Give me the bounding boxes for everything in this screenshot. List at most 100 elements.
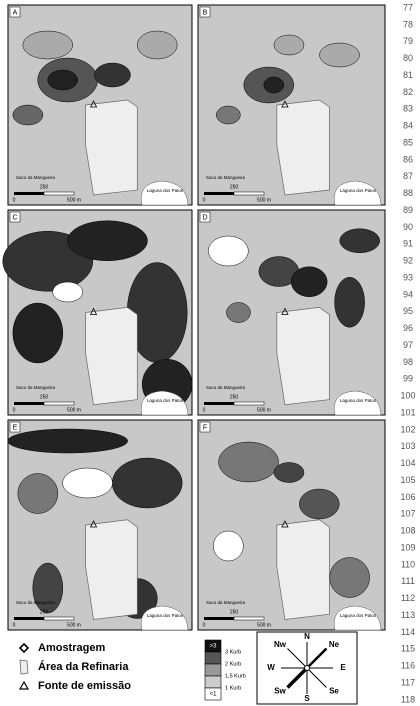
line-number: 99	[403, 374, 413, 384]
line-number: 110	[401, 559, 415, 569]
contour-zone	[13, 105, 43, 125]
class-band	[205, 664, 221, 676]
line-number: 98	[403, 357, 413, 367]
line-number: 93	[403, 272, 413, 282]
contour-zone	[8, 429, 128, 453]
lagoon-label: Laguna dos Patos	[147, 398, 184, 403]
scale-bar-a	[14, 192, 44, 195]
class-label: 3 Kurb	[225, 649, 241, 655]
contour-zone	[219, 442, 279, 482]
scale-bar-b	[234, 617, 264, 620]
compass-label: Se	[329, 686, 339, 695]
scale-label: 0	[13, 407, 16, 413]
line-number: 77	[403, 2, 413, 12]
line-number: 112	[401, 593, 415, 603]
lagoon-label: Laguna dos Patos	[340, 613, 377, 618]
place-label: Saco da Mangueira	[206, 385, 246, 390]
scale-label: 0	[203, 622, 206, 628]
line-number: 86	[403, 154, 413, 164]
scale-label: 500 m	[67, 407, 81, 413]
sample-symbol	[20, 644, 28, 652]
scale-bar-b	[234, 192, 264, 195]
scale-bar-a	[204, 192, 234, 195]
line-number: 102	[400, 424, 415, 434]
contour-zone	[274, 35, 304, 55]
place-label: Saco da Mangueira	[16, 175, 56, 180]
line-number: 88	[403, 188, 413, 198]
contour-zone	[213, 531, 243, 561]
map-panel: FLaguna dos PatosSaco da Mangueira250050…	[198, 420, 385, 630]
compass-label: E	[340, 663, 346, 672]
line-number: 108	[400, 526, 415, 536]
line-number: 118	[401, 694, 415, 704]
contour-zone	[330, 558, 370, 598]
contour-zone	[340, 229, 380, 253]
line-number: 105	[400, 475, 415, 485]
contour-zone	[48, 70, 78, 90]
scale-label: 0	[203, 197, 206, 203]
refinery-area	[277, 100, 330, 195]
scale-label: 500 m	[67, 622, 81, 628]
contour-zone	[226, 303, 250, 323]
contour-zone	[112, 458, 182, 508]
contour-zone	[274, 463, 304, 483]
scale-label: 0	[13, 197, 16, 203]
contour-zone	[63, 468, 113, 498]
compass-label: Ne	[329, 640, 340, 649]
line-number: 85	[403, 137, 413, 147]
panel-label: D	[202, 214, 207, 221]
scale-label: 250	[230, 609, 239, 615]
contour-zone	[335, 277, 365, 327]
line-number: 97	[403, 340, 413, 350]
source-symbol	[20, 682, 28, 689]
contour-zone	[13, 303, 63, 363]
scale-label: 250	[40, 184, 49, 190]
line-number: 103	[400, 441, 415, 451]
contour-zone	[23, 31, 73, 59]
place-label: Saco da Mangueira	[16, 600, 56, 605]
legend-label: Amostragem	[38, 642, 105, 654]
line-number: 87	[403, 171, 413, 181]
line-number: 113	[401, 610, 415, 620]
class-label: 1,5 Kurb	[225, 673, 246, 679]
figure: A Laguna dos Patos Saco da Mangueira 250 0 50…	[0, 0, 420, 706]
contour-zone	[320, 43, 360, 67]
line-number: 96	[403, 323, 413, 333]
class-band	[205, 676, 221, 688]
scale-label: 250	[230, 394, 239, 400]
compass-label: Sw	[274, 686, 286, 695]
scale-bar-b	[44, 192, 74, 195]
line-number: 89	[403, 205, 413, 215]
scale-label: 500 m	[257, 407, 271, 413]
legend-label: Área da Refinaria	[38, 660, 129, 673]
panel-label: E	[13, 424, 18, 431]
class-label: 2 Kurb	[225, 661, 241, 667]
compass-label: N	[304, 632, 310, 641]
lagoon-label: Laguna dos Patos	[147, 188, 184, 193]
panel-label: A	[13, 9, 18, 16]
line-number: 92	[403, 256, 413, 266]
line-number: 117	[401, 677, 415, 687]
refinery-area	[86, 520, 138, 620]
line-number: 84	[403, 121, 413, 131]
scale-label: 250	[40, 609, 49, 615]
contour-zone	[53, 282, 83, 302]
line-number: 106	[400, 492, 415, 502]
line-number: 109	[400, 542, 415, 552]
contour-zone	[208, 236, 248, 266]
contour-zone	[18, 474, 58, 514]
line-number: 90	[403, 222, 413, 232]
contour-zone	[33, 563, 63, 613]
panel-label: C	[12, 214, 17, 221]
line-number: 116	[401, 661, 415, 671]
contour-zone	[67, 221, 147, 261]
lagoon-label: Laguna dos Patos	[340, 188, 377, 193]
line-number: 115	[401, 644, 415, 654]
class-label: <1	[210, 692, 218, 698]
scale-label: 0	[203, 407, 206, 413]
lagoon-label: Laguna dos Patos	[340, 398, 377, 403]
line-number: 78	[403, 19, 413, 29]
place-label: Saco da Mangueira	[206, 175, 246, 180]
